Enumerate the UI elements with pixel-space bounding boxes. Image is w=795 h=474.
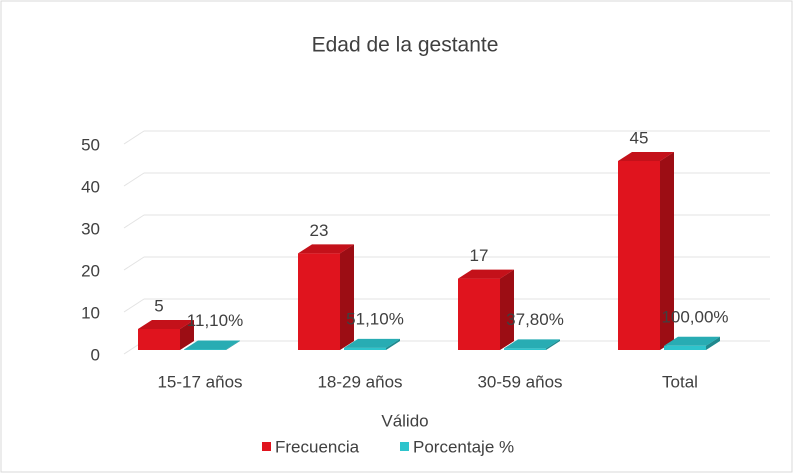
bar-side [546, 339, 560, 350]
bar-front [138, 329, 180, 350]
y-tick-label: 20 [81, 261, 100, 280]
y-tick-label: 0 [91, 345, 100, 364]
x-tick-label: 15-17 años [157, 372, 242, 391]
data-label: 17 [470, 246, 489, 265]
x-axis-title: Válido [381, 411, 428, 430]
y-tick-label: 10 [81, 303, 100, 322]
bar-top [504, 339, 560, 349]
bar-side-shade [546, 339, 560, 350]
bar-side [500, 269, 514, 350]
data-label: 45 [630, 128, 649, 147]
bar-top-shade [504, 339, 560, 349]
legend-swatch [262, 442, 271, 451]
grid-line [123, 130, 145, 145]
y-tick-label: 40 [81, 177, 100, 196]
bar-side [180, 320, 194, 350]
bar-top-shade [298, 244, 354, 254]
bar-side-shade [340, 244, 354, 350]
bar-top [184, 340, 240, 350]
bar-side [660, 152, 674, 350]
data-label: 5 [154, 296, 163, 315]
grid-line [123, 172, 145, 187]
bar-front [504, 348, 546, 350]
data-label: 37,80% [506, 310, 564, 329]
bar-side-shade [386, 338, 400, 350]
bar-top-shade [664, 336, 720, 346]
bar-top [458, 269, 514, 279]
data-label: 100,00% [661, 307, 728, 326]
x-tick-label: 30-59 años [477, 372, 562, 391]
bar-top [138, 320, 194, 329]
bar-side-shade [226, 340, 240, 350]
data-label: 11,10% [187, 311, 243, 330]
bar-top-shade [138, 320, 194, 329]
bar-top [344, 338, 400, 348]
bar-side [340, 244, 354, 350]
bar-top-shade [344, 338, 400, 348]
legend-label: Porcentaje % [413, 437, 514, 456]
data-label: 23 [310, 221, 329, 240]
bar-front [298, 253, 340, 350]
bar-side [706, 336, 720, 350]
bar-top-shade [184, 340, 240, 350]
bar-top [664, 336, 720, 346]
bar-front [344, 347, 386, 350]
grid-line [123, 214, 145, 229]
bar-top [298, 244, 354, 254]
bar-top-shade [618, 152, 674, 161]
bar-side-shade [180, 320, 194, 350]
y-tick-label: 30 [81, 219, 100, 238]
legend-swatch [400, 442, 409, 451]
bar-front [458, 278, 500, 350]
y-tick-label: 50 [81, 135, 100, 154]
chart-title: Edad de la gestante [312, 34, 499, 57]
bar-front [664, 345, 706, 350]
grid-line [123, 298, 145, 313]
grid-line [123, 256, 145, 271]
bar-top-shade [458, 269, 514, 279]
bar-side-shade [706, 336, 720, 350]
bar-side-shade [500, 269, 514, 350]
x-tick-label: 18-29 años [317, 372, 402, 391]
bar-side [226, 340, 240, 350]
x-tick-label: Total [662, 372, 698, 391]
bar-front [618, 161, 660, 350]
data-label: 51,10% [346, 309, 404, 328]
bar-top [618, 152, 674, 161]
legend-label: Frecuencia [275, 437, 360, 456]
bar-side-shade [660, 152, 674, 350]
bar-side [386, 338, 400, 350]
